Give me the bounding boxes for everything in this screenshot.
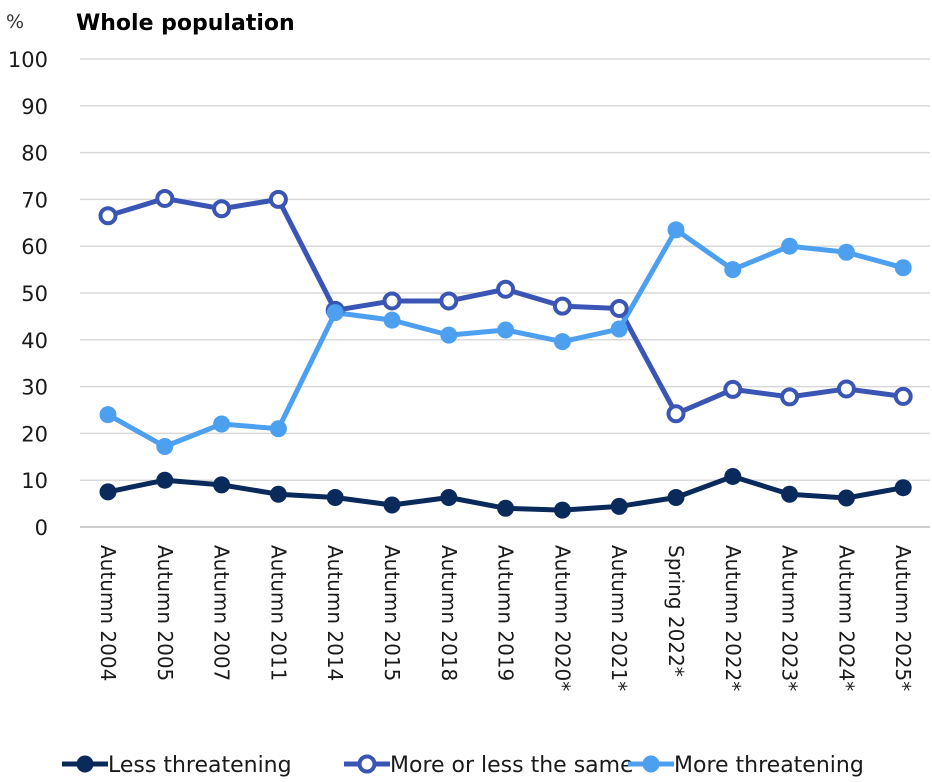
data-point — [326, 489, 344, 507]
data-point — [383, 311, 401, 329]
data-point — [212, 199, 232, 219]
y-tick-label: 60 — [21, 235, 48, 259]
data-point — [497, 321, 515, 339]
x-axis-labels: Autumn 2004 Autumn 2005 Autumn 2007 Autumn … — [96, 545, 915, 691]
data-point — [667, 221, 685, 239]
y-tick-label: 20 — [21, 422, 48, 446]
series-line — [105, 195, 906, 417]
data-point — [609, 298, 629, 318]
data-point — [156, 471, 174, 489]
y-tick-label: 90 — [21, 95, 48, 119]
data-point — [155, 188, 175, 208]
series-markers — [98, 188, 913, 519]
data-point — [667, 489, 685, 507]
legend-item: Less threatening — [62, 753, 292, 778]
x-tick-label: Autumn 2015 — [380, 545, 404, 681]
data-point — [213, 476, 231, 494]
legend-item: More or less the same — [344, 753, 634, 778]
x-tick-label: Autumn 2024* — [834, 545, 858, 691]
data-point — [724, 261, 742, 279]
data-point — [439, 291, 459, 311]
legend: Less threatening More or less the same Mor… — [62, 753, 864, 778]
data-point — [894, 259, 912, 277]
y-tick-label: 0 — [35, 516, 48, 540]
x-tick-label: Autumn 2023* — [778, 545, 802, 691]
data-point — [497, 499, 515, 517]
data-point — [213, 415, 231, 433]
data-point — [496, 279, 516, 299]
x-tick-label: Autumn 2007 — [210, 545, 234, 681]
y-tick-label: 40 — [21, 329, 48, 353]
x-tick-label: Spring 2022* — [664, 545, 688, 677]
data-point — [723, 379, 743, 399]
data-point — [837, 243, 855, 261]
legend-marker — [642, 755, 660, 773]
data-point — [724, 467, 742, 485]
data-point — [666, 404, 686, 424]
data-point — [553, 333, 571, 351]
x-tick-label: Autumn 2022* — [721, 545, 745, 691]
y-axis-ticks: 0 10 20 30 40 50 60 70 80 90 100 — [8, 48, 48, 540]
legend-label: More threatening — [674, 753, 864, 778]
data-point — [156, 438, 174, 456]
data-point — [781, 237, 799, 255]
data-point — [610, 320, 628, 338]
data-point — [99, 406, 117, 424]
x-tick-label: Autumn 2014 — [323, 545, 347, 681]
data-point — [552, 296, 572, 316]
x-tick-label: Autumn 2004 — [96, 545, 120, 681]
data-point — [269, 420, 287, 438]
data-point — [440, 326, 458, 344]
y-tick-label: 80 — [21, 142, 48, 166]
data-point — [269, 485, 287, 503]
data-point — [610, 497, 628, 515]
data-point — [268, 189, 288, 209]
data-point — [440, 489, 458, 507]
data-point — [836, 379, 856, 399]
x-tick-label: Autumn 2020* — [550, 545, 574, 691]
data-point — [780, 387, 800, 407]
y-tick-label: 30 — [21, 376, 48, 400]
data-point — [781, 485, 799, 503]
legend-marker — [76, 755, 94, 773]
data-point — [99, 483, 117, 501]
data-point — [837, 489, 855, 507]
data-point — [326, 304, 344, 322]
data-point — [98, 206, 118, 226]
data-point — [382, 291, 402, 311]
legend-item: More threatening — [628, 753, 864, 778]
y-unit-label: % — [6, 11, 24, 33]
x-tick-label: Autumn 2021* — [607, 545, 631, 691]
legend-label: More or less the same — [390, 753, 634, 778]
data-point — [553, 501, 571, 519]
x-tick-label: Autumn 2019 — [494, 545, 518, 681]
legend-marker — [357, 754, 377, 774]
data-point — [383, 496, 401, 514]
chart-title: Whole population — [76, 11, 295, 36]
y-tick-label: 100 — [8, 48, 48, 72]
data-point — [894, 479, 912, 497]
x-tick-label: Autumn 2018 — [437, 545, 461, 681]
y-tick-label: 10 — [21, 469, 48, 493]
x-tick-label: Autumn 2025* — [891, 545, 915, 691]
x-tick-label: Autumn 2011 — [266, 545, 290, 681]
data-point — [893, 386, 913, 406]
y-tick-label: 50 — [21, 282, 48, 306]
legend-label: Less threatening — [108, 753, 292, 778]
y-tick-label: 70 — [21, 188, 48, 212]
x-tick-label: Autumn 2005 — [153, 545, 177, 681]
